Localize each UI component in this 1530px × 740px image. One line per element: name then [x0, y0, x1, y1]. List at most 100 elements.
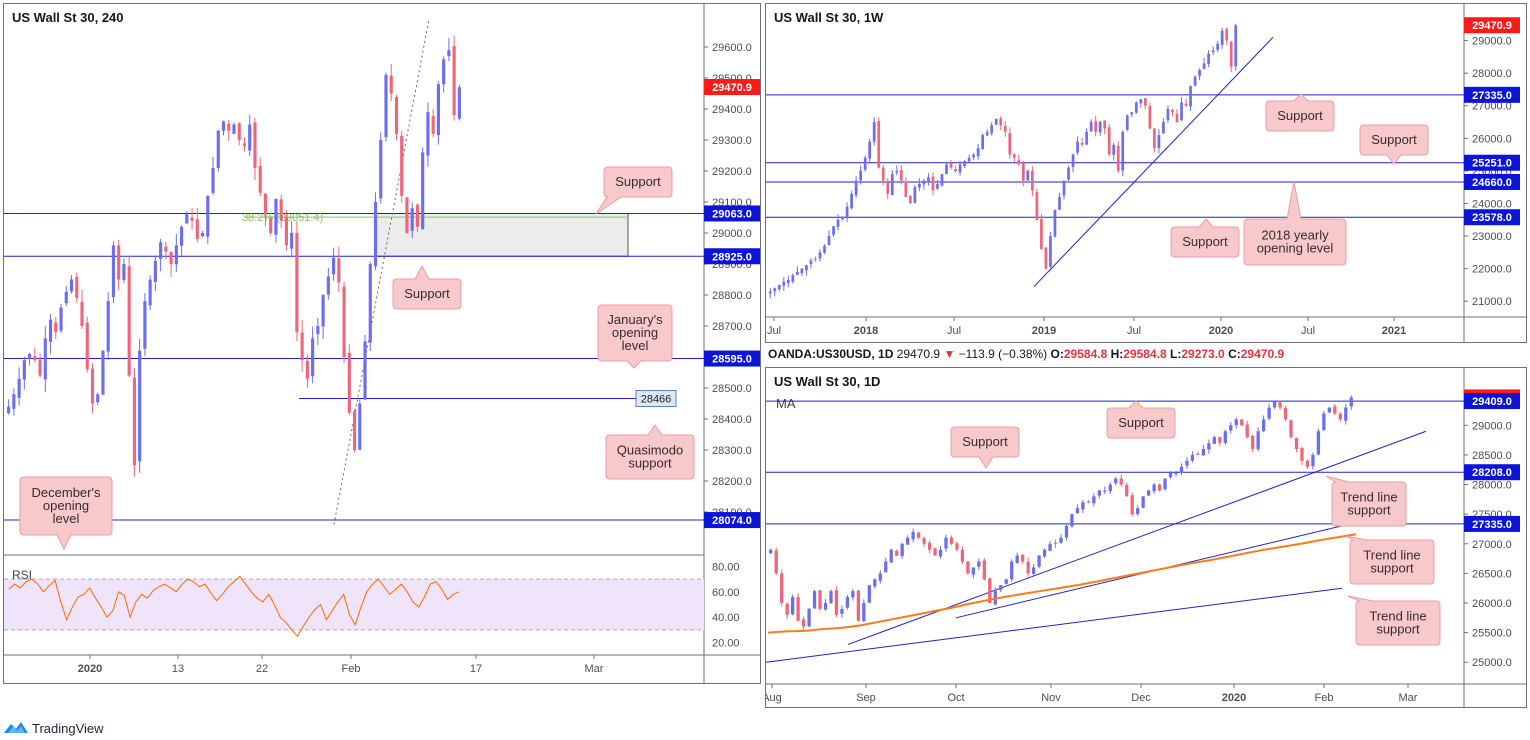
candle-body	[1089, 122, 1093, 132]
candle-body	[379, 140, 383, 199]
y-tick-label: 29000.0	[1472, 36, 1512, 48]
candle-body	[1010, 561, 1014, 580]
candle-body	[999, 118, 1003, 126]
x-tick-label: 2020	[1222, 692, 1246, 704]
candle-body	[1174, 472, 1178, 474]
candle-body	[1003, 125, 1007, 132]
candle-body	[1042, 549, 1047, 557]
candle-body	[836, 219, 840, 227]
candle-body	[426, 112, 430, 156]
price-tag-label: 28595.0	[712, 354, 752, 366]
candle-body	[1189, 86, 1192, 107]
candle-body	[958, 164, 962, 173]
candle-body	[904, 181, 908, 197]
candle-body	[90, 368, 95, 404]
callout-text: Trend line	[1363, 548, 1420, 563]
candle-body	[913, 187, 917, 203]
daily-chart[interactable]: US Wall St 30, 1D29500.029000.028500.028…	[762, 368, 1526, 707]
candle-body	[1171, 109, 1174, 113]
candle-body	[966, 561, 970, 574]
candle-body	[773, 288, 777, 292]
candle-body	[442, 59, 446, 85]
candle-body	[938, 549, 943, 557]
candle-body	[75, 277, 79, 299]
candle-body	[1049, 236, 1052, 267]
candle-body	[1223, 431, 1227, 444]
price-tag	[1464, 17, 1520, 34]
candle-body	[1344, 407, 1348, 421]
candle-body	[1148, 106, 1152, 129]
h4-chart[interactable]: US Wall St 30, 24029600.029500.029400.02…	[4, 4, 760, 683]
candle-body	[311, 338, 315, 377]
price-tag	[704, 512, 760, 529]
candle-body	[1097, 490, 1101, 496]
trend-line	[1033, 36, 1274, 287]
candle-body	[1152, 484, 1156, 492]
candle-body	[768, 291, 772, 294]
candle-body	[295, 233, 299, 333]
candle-body	[1075, 508, 1080, 514]
candle-body	[195, 219, 199, 240]
h4-chart-panel[interactable]: US Wall St 30, 240 29600.0 29500.0 29400.0 2…	[3, 3, 761, 684]
callout-text: Support	[1182, 234, 1228, 249]
weekly-chart-panel[interactable]: US Wall St 30, 1W 29000.0 28000.0 27000.0 26…	[765, 3, 1527, 343]
candle-body	[1267, 407, 1271, 419]
callout-text: Support	[1371, 132, 1417, 147]
candle-body	[809, 260, 813, 264]
candle-body	[895, 550, 899, 556]
candle-body	[1180, 102, 1183, 121]
candle-body	[200, 233, 205, 237]
candle-body	[960, 549, 965, 562]
rsi-band	[4, 579, 704, 630]
candle-body	[845, 597, 850, 608]
x-tick-label: Mar	[585, 663, 604, 675]
x-tick-label: Sep	[856, 692, 876, 704]
candle-body	[884, 561, 888, 573]
candle-body	[1311, 454, 1315, 467]
candle-body	[1207, 53, 1210, 65]
candle-body	[410, 208, 414, 231]
candle-body	[872, 122, 876, 142]
candle-body	[1196, 453, 1200, 455]
price-tag-label: 28208.0	[1472, 467, 1512, 479]
candle-body	[823, 603, 828, 610]
candle-body	[1021, 162, 1025, 181]
candle-body	[899, 169, 903, 181]
y-tick-label: 28000.0	[1472, 480, 1512, 492]
candle-body	[1107, 127, 1111, 155]
candle-body	[841, 216, 844, 220]
candle-body	[777, 284, 781, 290]
rsi-tick-label: 20.00	[712, 638, 740, 650]
tradingview-brand[interactable]: TradingView	[4, 719, 104, 737]
candle-body	[1272, 401, 1277, 408]
candle-body	[1179, 466, 1184, 473]
x-tick-label: Jul	[767, 325, 781, 337]
callout-shape	[950, 426, 1020, 469]
x-tick-label: Jul	[1301, 325, 1315, 337]
rsi-line	[8, 575, 460, 638]
candle-body	[258, 166, 262, 193]
candle-body	[394, 97, 399, 134]
callout-shape	[1345, 535, 1435, 585]
candle-body	[851, 591, 855, 598]
candle-body	[812, 591, 817, 609]
candle-body	[1048, 543, 1052, 551]
candle-body	[1116, 145, 1120, 171]
candle-body	[284, 217, 288, 246]
y-tick-label: 28700.0	[712, 321, 752, 333]
daily-chart-panel[interactable]: US Wall St 30, 1D29500.029000.028500.028…	[762, 367, 1527, 708]
candle-body	[347, 352, 351, 413]
weekly-chart[interactable]: US Wall St 30, 1W 29000.0 28000.0 27000.0 26…	[766, 4, 1526, 342]
candle-body	[28, 353, 32, 359]
candle-body	[206, 195, 210, 237]
candle-body	[12, 394, 16, 409]
x-tick-label: Feb	[1315, 692, 1334, 704]
support-zone-rect	[375, 212, 629, 257]
callout-shape	[597, 304, 673, 369]
candle-body	[1283, 407, 1288, 420]
candle-body	[321, 295, 325, 327]
candle-body	[1103, 490, 1107, 492]
candle-body	[43, 338, 47, 380]
x-tick-label: Nov	[1041, 692, 1061, 704]
